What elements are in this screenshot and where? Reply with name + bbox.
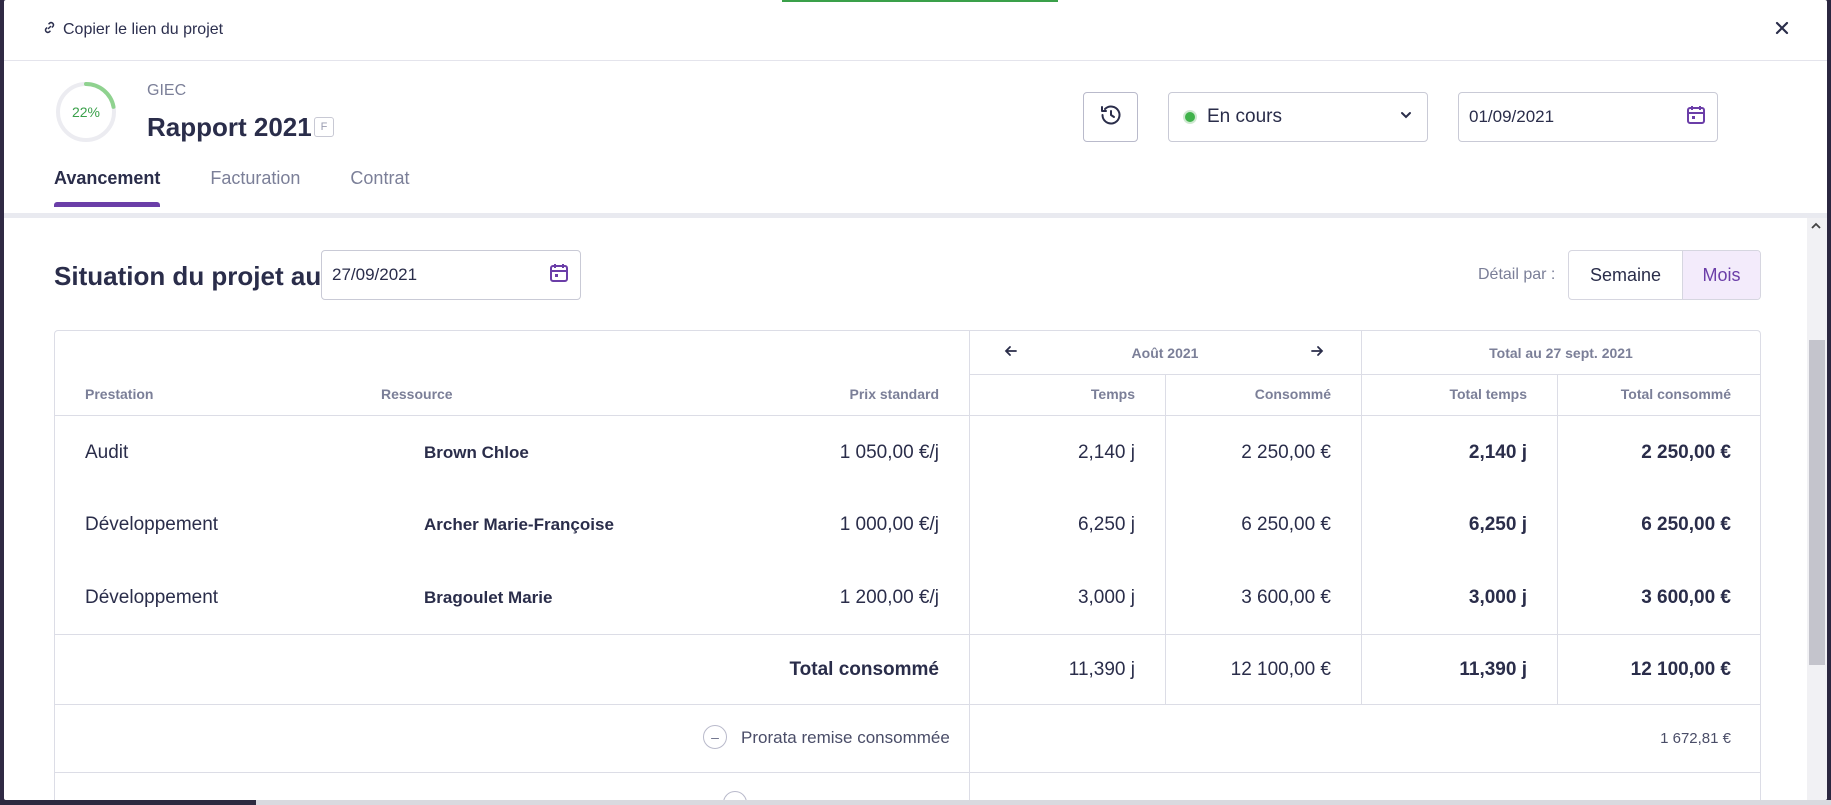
total-temps: 11,390 j	[1068, 659, 1135, 680]
cell-total-consomme: 6 250,00 €	[1641, 514, 1731, 535]
calendar-icon	[1685, 104, 1707, 131]
cell-prestation: Développement	[85, 514, 219, 535]
project-modal: Copier le lien du projet 22% GIEC Rappor…	[4, 0, 1827, 800]
header-prestation: Prestation	[85, 386, 154, 402]
status-label: En cours	[1207, 106, 1282, 127]
copy-link-button[interactable]: Copier le lien du projet	[42, 20, 223, 40]
history-icon	[1099, 103, 1123, 131]
scrollbar-thumb[interactable]	[1809, 340, 1825, 665]
loading-bar	[782, 0, 1058, 2]
progress-ring	[56, 82, 116, 142]
cell-consomme: 2 250,00 €	[1241, 442, 1331, 463]
cell-temps: 3,000 j	[1077, 587, 1135, 608]
header-consomme: Consommé	[1254, 386, 1331, 402]
modal-topbar: Copier le lien du projet	[4, 0, 1827, 61]
tab-facturation[interactable]: Facturation	[210, 168, 301, 188]
header-prix: Prix standard	[849, 386, 939, 402]
copy-link-label: Copier le lien du projet	[63, 21, 224, 38]
cell-ressource: Archer Marie-Françoise	[424, 515, 614, 534]
header-total-temps: Total temps	[1449, 386, 1527, 402]
prev-period-icon[interactable]	[1003, 343, 1019, 364]
start-date-input[interactable]: 01/09/2021	[1458, 92, 1718, 142]
cell-ressource: Brown Chloe	[424, 443, 529, 462]
tabs-divider	[4, 213, 1827, 218]
chevron-down-icon	[1399, 108, 1413, 127]
calendar-icon	[548, 262, 570, 289]
progress-label: 22%	[71, 104, 101, 120]
cell-total-temps: 2,140 j	[1468, 442, 1527, 463]
cell-temps: 2,140 j	[1077, 442, 1135, 463]
close-button[interactable]	[1768, 16, 1796, 44]
toggle-week[interactable]: Semaine	[1589, 264, 1662, 285]
cell-total-temps: 6,250 j	[1468, 514, 1527, 535]
progress-arc	[56, 82, 116, 142]
granularity-toggle: Semaine Mois	[1568, 250, 1761, 300]
status-dot	[1183, 110, 1197, 124]
situation-date-input[interactable]: 27/09/2021	[321, 250, 581, 300]
total-label: Total consommé	[789, 659, 939, 680]
client-name: GIEC	[147, 82, 187, 99]
header-total-consomme: Total consommé	[1620, 386, 1731, 402]
tab-bar: Avancement Facturation Contrat	[54, 168, 409, 207]
total-period-label: Total au 27 sept. 2021	[1489, 345, 1633, 361]
minus-icon: –	[711, 729, 719, 745]
cell-prix: 1 050,00 €/j	[839, 442, 939, 463]
cell-ressource: Bragoulet Marie	[424, 588, 553, 607]
total-total-consomme: 12 100,00 €	[1630, 659, 1731, 680]
cell-total-temps: 3,000 j	[1468, 587, 1527, 608]
tab-avancement[interactable]: Avancement	[54, 168, 161, 207]
history-button[interactable]	[1083, 92, 1138, 142]
backdrop	[0, 0, 6, 805]
cell-temps: 6,250 j	[1077, 514, 1135, 535]
total-consomme: 12 100,00 €	[1230, 659, 1331, 680]
cell-consomme: 6 250,00 €	[1241, 514, 1331, 535]
cell-prestation: Développement	[85, 587, 219, 608]
toggle-month[interactable]: Mois	[1682, 251, 1760, 299]
project-title: Rapport 2021	[147, 112, 312, 142]
start-date-value: 01/09/2021	[1469, 107, 1555, 126]
cell-prestation: Audit	[85, 442, 129, 463]
situation-title: Situation du projet au	[54, 261, 322, 291]
prorata-label: Prorata remise consommée	[741, 728, 950, 747]
prorata-value: 1 672,81 €	[1660, 730, 1731, 747]
close-icon	[1774, 20, 1790, 40]
cell-total-consomme: 2 250,00 €	[1641, 442, 1731, 463]
collapse-prorata-button[interactable]: –	[703, 725, 727, 749]
cell-total-consomme: 3 600,00 €	[1641, 587, 1731, 608]
link-icon	[42, 20, 57, 40]
tab-contrat[interactable]: Contrat	[350, 168, 410, 188]
period-label: Août 2021	[1131, 345, 1199, 361]
header-ressource: Ressource	[381, 386, 453, 402]
cell-prix: 1 200,00 €/j	[839, 587, 939, 608]
collapse-next-button[interactable]	[723, 791, 747, 800]
next-period-icon[interactable]	[1309, 343, 1325, 364]
scroll-up-icon[interactable]	[1810, 220, 1822, 235]
situation-date-value: 27/09/2021	[332, 265, 418, 284]
status-select[interactable]: En cours	[1168, 92, 1428, 142]
header-temps: Temps	[1090, 386, 1135, 402]
total-total-temps: 11,390 j	[1459, 659, 1527, 680]
cell-consomme: 3 600,00 €	[1241, 587, 1331, 608]
situation-table: Août 2021 Total au 27 sept. 2021 Prestat…	[54, 330, 1761, 800]
flag-badge: F	[314, 117, 334, 137]
cell-prix: 1 000,00 €/j	[839, 514, 939, 535]
detail-label: Détail par :	[1478, 266, 1556, 283]
backdrop-bottom	[0, 800, 1831, 805]
